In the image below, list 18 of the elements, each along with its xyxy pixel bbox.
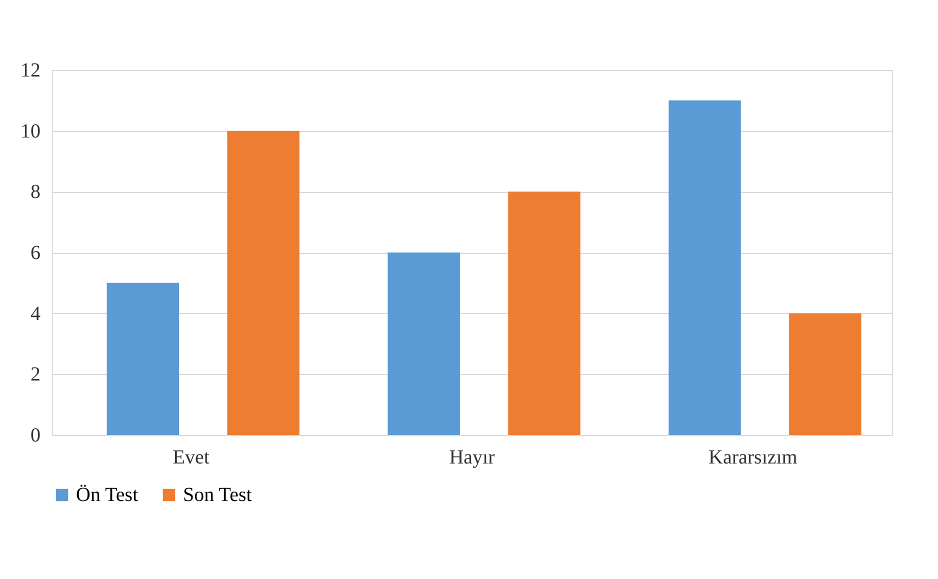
y-tick-label: 0 — [30, 424, 40, 446]
bar — [668, 100, 741, 435]
bar — [508, 192, 580, 435]
legend-label: Son Test — [183, 484, 252, 506]
y-tick-label: 6 — [30, 242, 40, 264]
y-tick-label: 8 — [30, 181, 40, 204]
x-tick-label: Hayır — [449, 446, 496, 468]
bar — [227, 130, 300, 435]
y-tick-label: 10 — [20, 120, 40, 142]
y-tick-label: 12 — [20, 60, 40, 82]
bar — [106, 282, 180, 435]
legend-label: Ön Test — [76, 484, 139, 506]
x-tick-label: Evet — [172, 446, 210, 468]
bar — [789, 313, 862, 435]
x-tick-label: Kararsızım — [708, 446, 798, 468]
bar — [388, 252, 460, 435]
y-tick-label: 4 — [30, 302, 40, 325]
y-tick-label: 2 — [30, 364, 40, 386]
